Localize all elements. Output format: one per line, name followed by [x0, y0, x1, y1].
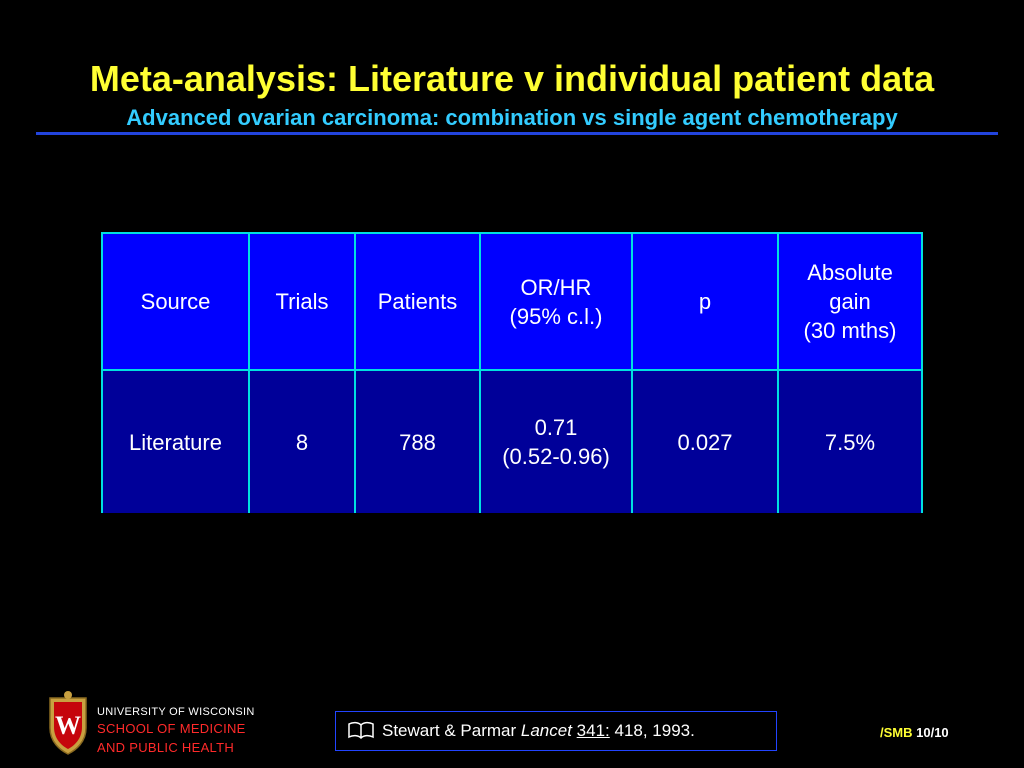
- citation-volume[interactable]: 341:: [576, 721, 610, 740]
- cell-absolute-gain: 7.5%: [777, 369, 923, 513]
- table-header-row: Source Trials Patients OR/HR (95% c.l.) …: [101, 232, 923, 371]
- slide-number: /SMB 10/10: [880, 725, 949, 740]
- results-table: Source Trials Patients OR/HR (95% c.l.) …: [101, 232, 923, 513]
- cell-trials: 8: [248, 369, 356, 513]
- header-absolute-gain: Absolute gain (30 mths): [777, 232, 923, 371]
- book-icon: [348, 721, 374, 739]
- cell-source: Literature: [101, 369, 250, 513]
- title-divider: [36, 132, 998, 135]
- slide-title: Meta-analysis: Literature v individual p…: [89, 58, 935, 99]
- citation-box: Stewart & Parmar Lancet 341: 418, 1993.: [335, 711, 777, 751]
- header-or-hr: OR/HR (95% c.l.): [479, 232, 633, 371]
- table-row: Literature 8 788 0.71 (0.52-0.96) 0.027 …: [101, 369, 923, 513]
- header-trials: Trials: [248, 232, 356, 371]
- citation-pages: 418, 1993.: [614, 721, 695, 740]
- svg-text:W: W: [55, 711, 81, 740]
- header-p: p: [631, 232, 779, 371]
- slide-prefix: /SMB: [880, 725, 913, 740]
- uw-crest-icon: W: [49, 691, 87, 755]
- cell-patients: 788: [354, 369, 481, 513]
- citation-journal: Lancet: [520, 721, 572, 740]
- slide-count: 10/10: [916, 725, 949, 740]
- cell-p: 0.027: [631, 369, 779, 513]
- school-name-continued: AND PUBLIC HEALTH: [97, 740, 235, 755]
- institution-name: UNIVERSITY OF WISCONSIN: [97, 706, 255, 718]
- cell-or-hr: 0.71 (0.52-0.96): [479, 369, 633, 513]
- school-name: SCHOOL OF MEDICINE: [97, 721, 246, 736]
- citation-authors: Stewart & Parmar: [382, 721, 517, 740]
- slide-subtitle: Advanced ovarian carcinoma: combination …: [126, 105, 898, 130]
- header-patients: Patients: [354, 232, 481, 371]
- header-source: Source: [101, 232, 250, 371]
